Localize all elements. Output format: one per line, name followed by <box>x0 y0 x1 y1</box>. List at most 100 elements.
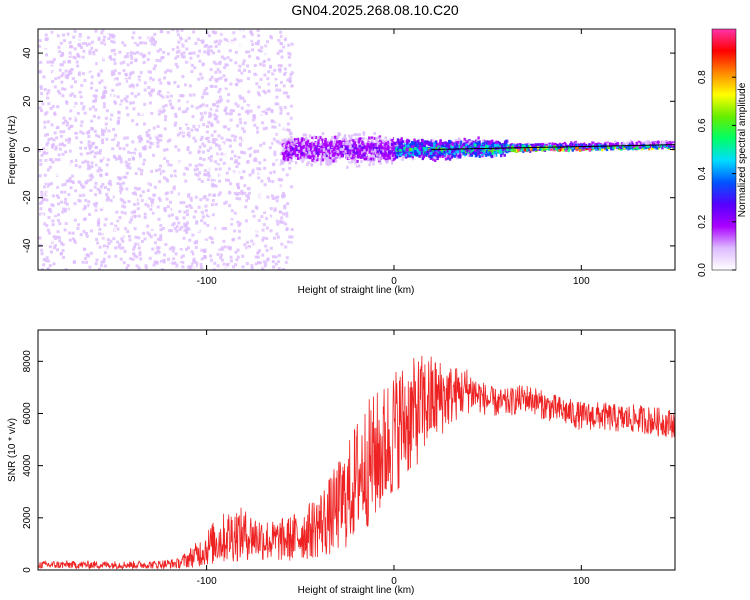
heatmap-cell <box>263 158 267 162</box>
heatmap-cell <box>396 138 400 142</box>
heatmap-cell <box>49 107 53 110</box>
heatmap-cell <box>161 181 165 185</box>
heatmap-cell <box>271 255 275 259</box>
heatmap-cell <box>218 70 222 74</box>
heatmap-cell <box>394 151 397 155</box>
heatmap-cell <box>208 101 212 105</box>
heatmap-cell <box>375 141 378 145</box>
heatmap-cell <box>326 151 329 155</box>
heatmap-cell <box>264 192 268 196</box>
heatmap-cell <box>100 159 103 163</box>
heatmap-cell <box>311 136 314 140</box>
heatmap-cell <box>194 195 198 199</box>
heatmap-cell <box>190 110 194 114</box>
heatmap-cell <box>304 133 308 137</box>
heatmap-cell <box>129 51 133 55</box>
heatmap-cell <box>257 105 261 109</box>
heatmap-cell <box>218 95 222 99</box>
heatmap-cell <box>257 53 261 56</box>
heatmap-cell <box>264 205 268 209</box>
heatmap-cell <box>155 137 159 141</box>
heatmap-cell <box>239 79 243 83</box>
heatmap-cell <box>453 154 457 158</box>
heatmap-cell <box>407 139 411 143</box>
heatmap-cell <box>269 35 273 38</box>
heatmap-cell <box>269 229 273 233</box>
heatmap-cell <box>226 99 230 103</box>
heatmap-cell <box>93 99 97 103</box>
heatmap-cell <box>333 146 336 150</box>
heatmap-cell <box>147 241 151 245</box>
heatmap-cell <box>53 214 57 218</box>
heatmap-cell <box>133 214 137 218</box>
heatmap-cell <box>182 216 186 220</box>
heatmap-cell <box>437 145 440 149</box>
heatmap-cell <box>237 68 241 72</box>
heatmap-cell <box>226 56 230 60</box>
heatmap-cell <box>61 94 65 98</box>
heatmap-cell <box>480 152 484 156</box>
heatmap-cell <box>55 194 59 198</box>
heatmap-cell <box>293 147 297 151</box>
heatmap-cell <box>434 146 437 150</box>
heatmap-cell <box>54 37 58 41</box>
heatmap-cell <box>130 61 133 65</box>
heatmap-cell <box>98 227 102 231</box>
heatmap-cell <box>336 158 340 162</box>
heatmap-cell <box>40 153 44 157</box>
heatmap-cell <box>185 228 189 232</box>
heatmap-cell <box>164 118 167 122</box>
heatmap-cell <box>258 261 262 265</box>
heatmap-cell <box>289 146 292 150</box>
heatmap-cell <box>282 134 285 138</box>
heatmap-cell <box>270 106 274 110</box>
heatmap-cell <box>264 98 267 102</box>
heatmap-cell <box>330 146 333 150</box>
heatmap-cell <box>351 154 355 158</box>
heatmap-cell <box>212 180 216 184</box>
heatmap-cell <box>162 201 166 205</box>
heatmap-cell <box>274 80 278 84</box>
heatmap-cell <box>381 139 385 143</box>
heatmap-cell <box>38 44 42 48</box>
heatmap-cell <box>172 221 176 225</box>
heatmap-cell <box>286 202 290 206</box>
heatmap-cell <box>229 58 233 62</box>
heatmap-cell <box>238 94 242 98</box>
heatmap-cell <box>180 59 184 63</box>
heatmap-cell <box>54 145 58 149</box>
heatmap-cell <box>279 30 283 34</box>
heatmap-cell <box>154 40 158 44</box>
heatmap-cell <box>176 260 180 264</box>
heatmap-cell <box>489 153 493 157</box>
heatmap-cell <box>94 29 98 33</box>
heatmap-cell <box>319 136 322 140</box>
heatmap-cell <box>208 115 212 119</box>
heatmap-cell <box>176 133 180 137</box>
heatmap-cell <box>195 189 199 193</box>
heatmap-cell <box>210 178 214 182</box>
heatmap-cell <box>176 65 180 69</box>
heatmap-cell <box>133 207 137 211</box>
heatmap-cell <box>215 79 219 83</box>
heatmap-cell <box>339 149 342 153</box>
heatmap-cell <box>225 128 229 132</box>
heatmap-cell <box>219 174 223 177</box>
heatmap-cell <box>196 37 200 41</box>
heatmap-cell <box>106 250 110 254</box>
heatmap-cell <box>255 82 259 86</box>
heatmap-cell <box>153 143 157 146</box>
heatmap-cell <box>146 58 150 62</box>
heatmap-cell <box>199 85 203 89</box>
heatmap-cell <box>190 128 194 132</box>
heatmap-cell <box>78 71 81 75</box>
heatmap-cell <box>246 111 250 115</box>
heatmap-cell <box>122 60 126 64</box>
heatmap-cell <box>86 40 90 44</box>
heatmap-cell <box>182 212 186 216</box>
heatmap-cell <box>194 210 198 214</box>
heatmap-cell <box>202 92 206 96</box>
heatmap-cell <box>166 179 170 183</box>
heatmap-cell <box>373 132 376 135</box>
heatmap-cell <box>356 144 360 148</box>
